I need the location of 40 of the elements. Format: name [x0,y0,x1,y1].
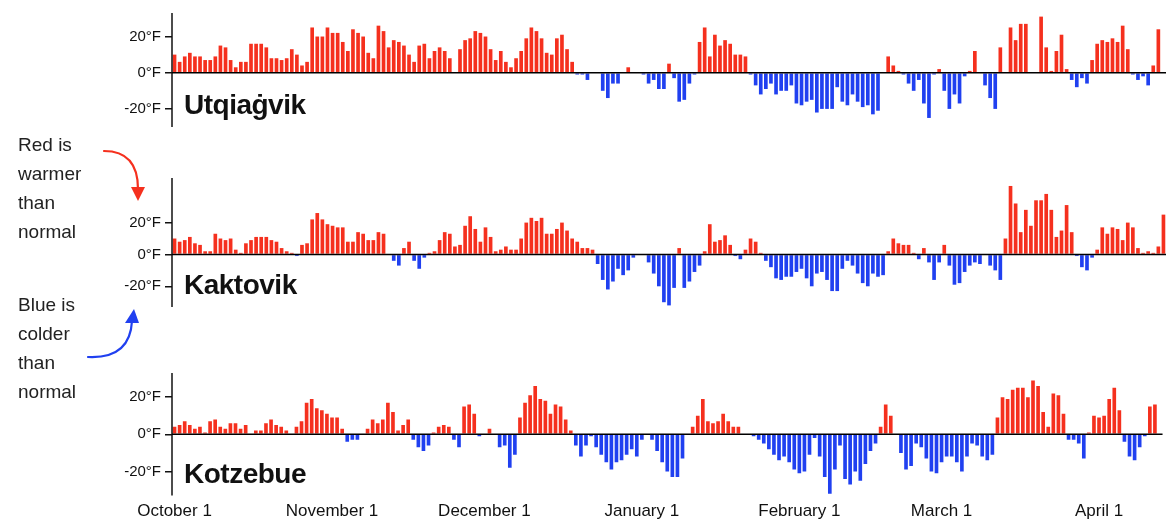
bar [626,67,631,72]
bar [937,69,941,72]
text: Utqiaġvik [184,89,306,120]
bar [942,244,947,254]
bar [998,47,1003,72]
x-tick-label: December 1 [438,501,531,521]
y-tick-label: 0°F [137,244,161,262]
bar [1156,246,1161,254]
y-tick-label: -20°F [124,276,161,294]
bar [916,255,921,260]
x-tick-label: October 1 [137,501,212,521]
bar [682,255,687,288]
bar [922,248,926,254]
text: Red is warmer than normal [18,133,83,244]
y-tick-label: 20°F [129,26,161,44]
bar [345,435,350,442]
x-tick-label: February 1 [758,501,841,521]
bar [942,73,947,91]
x-tick-label: April 1 [1074,501,1124,521]
y-tick-label: 20°F [129,212,161,230]
text: Kaktovik [184,269,297,300]
bar [432,251,437,254]
bar [1151,65,1156,72]
x-tick-label: January 1 [604,501,680,521]
y-tick-label: -20°F [124,461,161,479]
y-tick-label: 20°F [129,387,161,405]
y-tick-label: 0°F [137,62,161,80]
bar [411,435,416,440]
y-tick-label: 0°F [137,424,161,442]
bar [886,56,891,72]
bar [677,248,682,254]
bar [1069,232,1074,254]
x-tick-label: March 1 [910,501,973,521]
text: Blue is colder than normal [18,293,78,404]
x-tick-label: November 1 [285,501,379,521]
bar [1023,23,1028,72]
text: Kotzebue [184,457,306,489]
bar [1081,435,1086,459]
y-tick-label: -20°F [124,99,161,117]
bar [667,63,671,72]
